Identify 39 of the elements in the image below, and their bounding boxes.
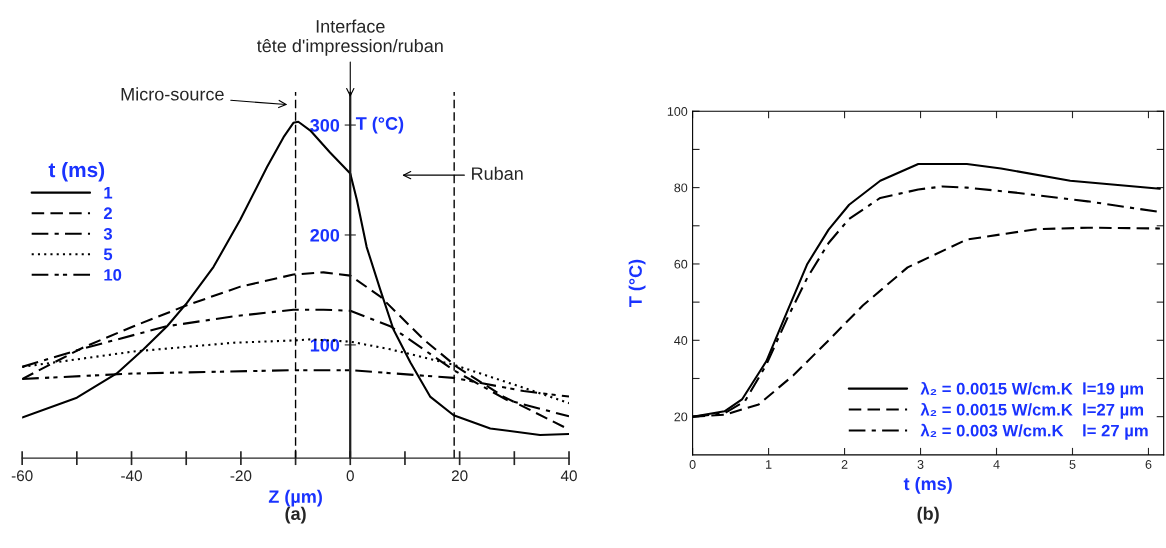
x-tick-label: 0 [346,470,354,482]
y-tick-label: 20 [674,412,688,422]
legend-title: t (ms) [48,161,105,182]
x-tick-label: 0 [689,460,696,469]
x-tick-label: 3 [917,460,924,469]
x-tick-label: 4 [993,460,1000,469]
y-tick-label: 60 [674,259,688,269]
x-tick-label: 1 [766,460,772,469]
legend-label: 2 [103,207,112,220]
x-axis-title: t (ms) [903,476,952,494]
text: (b) [917,506,939,524]
y-tick-label: 100 [310,338,340,352]
y-tick-label: 100 [667,107,688,116]
legend-label: 3 [103,227,113,240]
y-axis-title: T (°C) [628,259,646,307]
y-tick-label: 300 [310,118,340,132]
annotation: Interface tête d'impression/ruban [256,19,443,56]
x-axis-title: Z (µm) [268,489,322,507]
y-tick-label: 40 [674,336,688,345]
x-tick-label: 6 [1145,460,1152,469]
y-tick-label: 200 [310,228,340,242]
y-tick-label: 80 [674,183,688,193]
legend-label: λ₂ = 0.0015 W/cm.K l=27 µm [920,402,1144,419]
x-tick-label: -20 [230,470,252,482]
legend-label: λ₂ = 0.003 W/cm.K l= 27 µm [920,423,1148,440]
y-axis-title: T (°C) [355,116,404,134]
annotation: Micro-source [121,87,224,101]
x-tick-label: 40 [560,470,577,482]
text: (a) [285,506,306,524]
x-tick-label: 2 [841,460,848,469]
legend-label: 5 [103,248,113,261]
x-tick-label: -40 [121,470,142,482]
x-tick-label: 5 [1069,460,1076,469]
x-tick-label: 20 [451,470,468,482]
x-tick-label: -60 [11,470,33,482]
legend-label: λ₂ = 0.0015 W/cm.K l=19 µm [920,381,1144,398]
annotation: Ruban [472,166,523,181]
legend-label: 1 [104,187,113,199]
legend-label: 10 [104,268,122,281]
